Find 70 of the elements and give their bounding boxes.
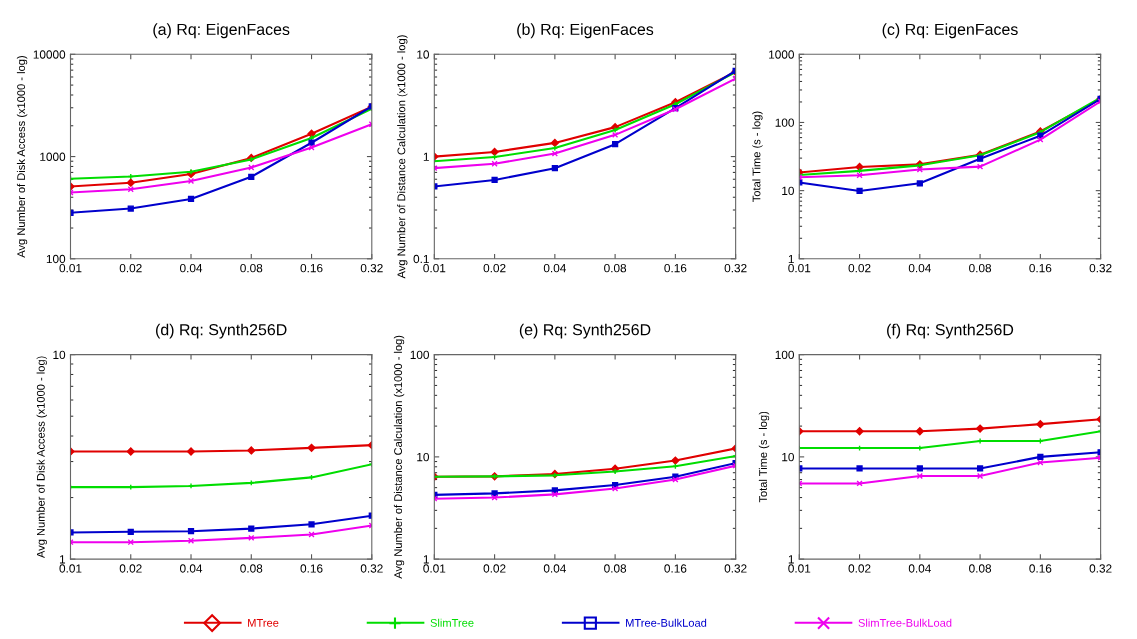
y-tick-label: 100 (46, 254, 66, 264)
x-tick-label: 0.01 (59, 564, 82, 573)
y-tick-label: 1000 (40, 152, 66, 161)
y-tick-label: 1 (423, 555, 429, 564)
x-tick-label: 0.08 (604, 263, 627, 273)
text: MTree-BulkLoad (626, 618, 707, 627)
x-tick-label: 0.04 (543, 263, 566, 273)
x-tick-label: 0.02 (848, 564, 871, 573)
y-tick-label: 100 (775, 350, 794, 360)
x-tick-label: 0.32 (360, 564, 383, 573)
y-axis-title: Avg Number of Distance Calculation (x1000 - log) (393, 335, 405, 579)
x-tick-label: 0.04 (543, 564, 566, 573)
x-tick-label: 0.01 (788, 564, 811, 573)
x-tick-label: 0.08 (604, 564, 627, 573)
x-tick-label: 0.32 (724, 564, 747, 573)
y-tick-label: 1 (788, 254, 794, 264)
x-tick-label: 0.16 (1029, 263, 1052, 273)
x-tick-label: 0.08 (969, 263, 992, 273)
y-tick-label: 1000 (769, 50, 794, 59)
x-tick-label: 0.32 (1089, 564, 1112, 573)
y-tick-label: 10000 (33, 50, 66, 59)
chart-title: (c) Rq: EigenFaces (882, 23, 1018, 39)
text: MTree (248, 619, 279, 627)
x-tick-label: 0.02 (483, 564, 506, 573)
y-tick-label: 1 (423, 152, 429, 161)
y-axis-title: Total Time (s - log) (758, 411, 770, 503)
y-tick-label: 0.1 (413, 254, 429, 264)
y-axis-title: Total Time (s - log) (752, 111, 763, 202)
y-tick-label: 10 (53, 350, 66, 360)
x-tick-label: 0.02 (119, 263, 142, 273)
x-tick-label: 0.32 (1089, 263, 1112, 273)
x-tick-label: 0.04 (908, 263, 931, 273)
x-tick-label: 0.08 (240, 564, 263, 573)
y-axis-title: Avg Number of Disk Access (x1000 - log) (16, 56, 28, 258)
text: SlimTree (430, 618, 474, 627)
x-tick-label: 0.16 (664, 263, 687, 273)
x-tick-label: 0.08 (240, 263, 263, 273)
x-tick-label: 0.01 (423, 263, 446, 273)
x-tick-label: 0.01 (423, 564, 446, 573)
chart-title: (a) Rq: EigenFaces (153, 23, 290, 39)
x-tick-label: 0.02 (119, 564, 142, 573)
x-tick-label: 0.16 (300, 263, 323, 273)
x-tick-label: 0.16 (1029, 564, 1052, 573)
x-tick-label: 0.01 (788, 263, 811, 273)
chart-title: (b) Rq: EigenFaces (517, 23, 654, 39)
x-tick-label: 0.02 (848, 263, 871, 273)
legend-label: SlimTree-BulkLoad (858, 618, 952, 627)
x-tick-label: 0.08 (969, 564, 992, 573)
x-tick-label: 0.32 (724, 263, 747, 273)
y-tick-label: 1 (788, 555, 794, 564)
y-axis-title: Avg Number of Distance Calculation (x1000 - log) (397, 35, 408, 279)
x-tick-label: 0.16 (664, 564, 687, 573)
y-tick-label: 10 (417, 50, 430, 59)
y-tick-label: 10 (417, 452, 430, 462)
x-tick-label: 0.01 (59, 263, 82, 273)
x-tick-label: 0.02 (483, 263, 506, 273)
y-tick-label: 1 (59, 555, 66, 564)
chart-title: (f) Rq: Synth256D (887, 323, 1014, 339)
chart-title: (d) Rq: Synth256D (156, 323, 287, 339)
y-tick-label: 10 (782, 452, 794, 462)
y-axis-title: Avg Number of Disk Access (x1000 - log) (36, 356, 47, 559)
y-tick-label: 100 (775, 118, 794, 127)
x-tick-label: 0.04 (179, 263, 203, 273)
y-tick-label: 10 (782, 186, 794, 196)
chart-title: (e) Rq: Synth256D (519, 323, 651, 339)
x-tick-label: 0.04 (908, 564, 931, 573)
y-tick-label: 100 (410, 350, 430, 360)
x-tick-label: 0.32 (360, 263, 383, 273)
x-tick-label: 0.16 (300, 564, 323, 573)
x-tick-label: 0.04 (179, 564, 203, 573)
